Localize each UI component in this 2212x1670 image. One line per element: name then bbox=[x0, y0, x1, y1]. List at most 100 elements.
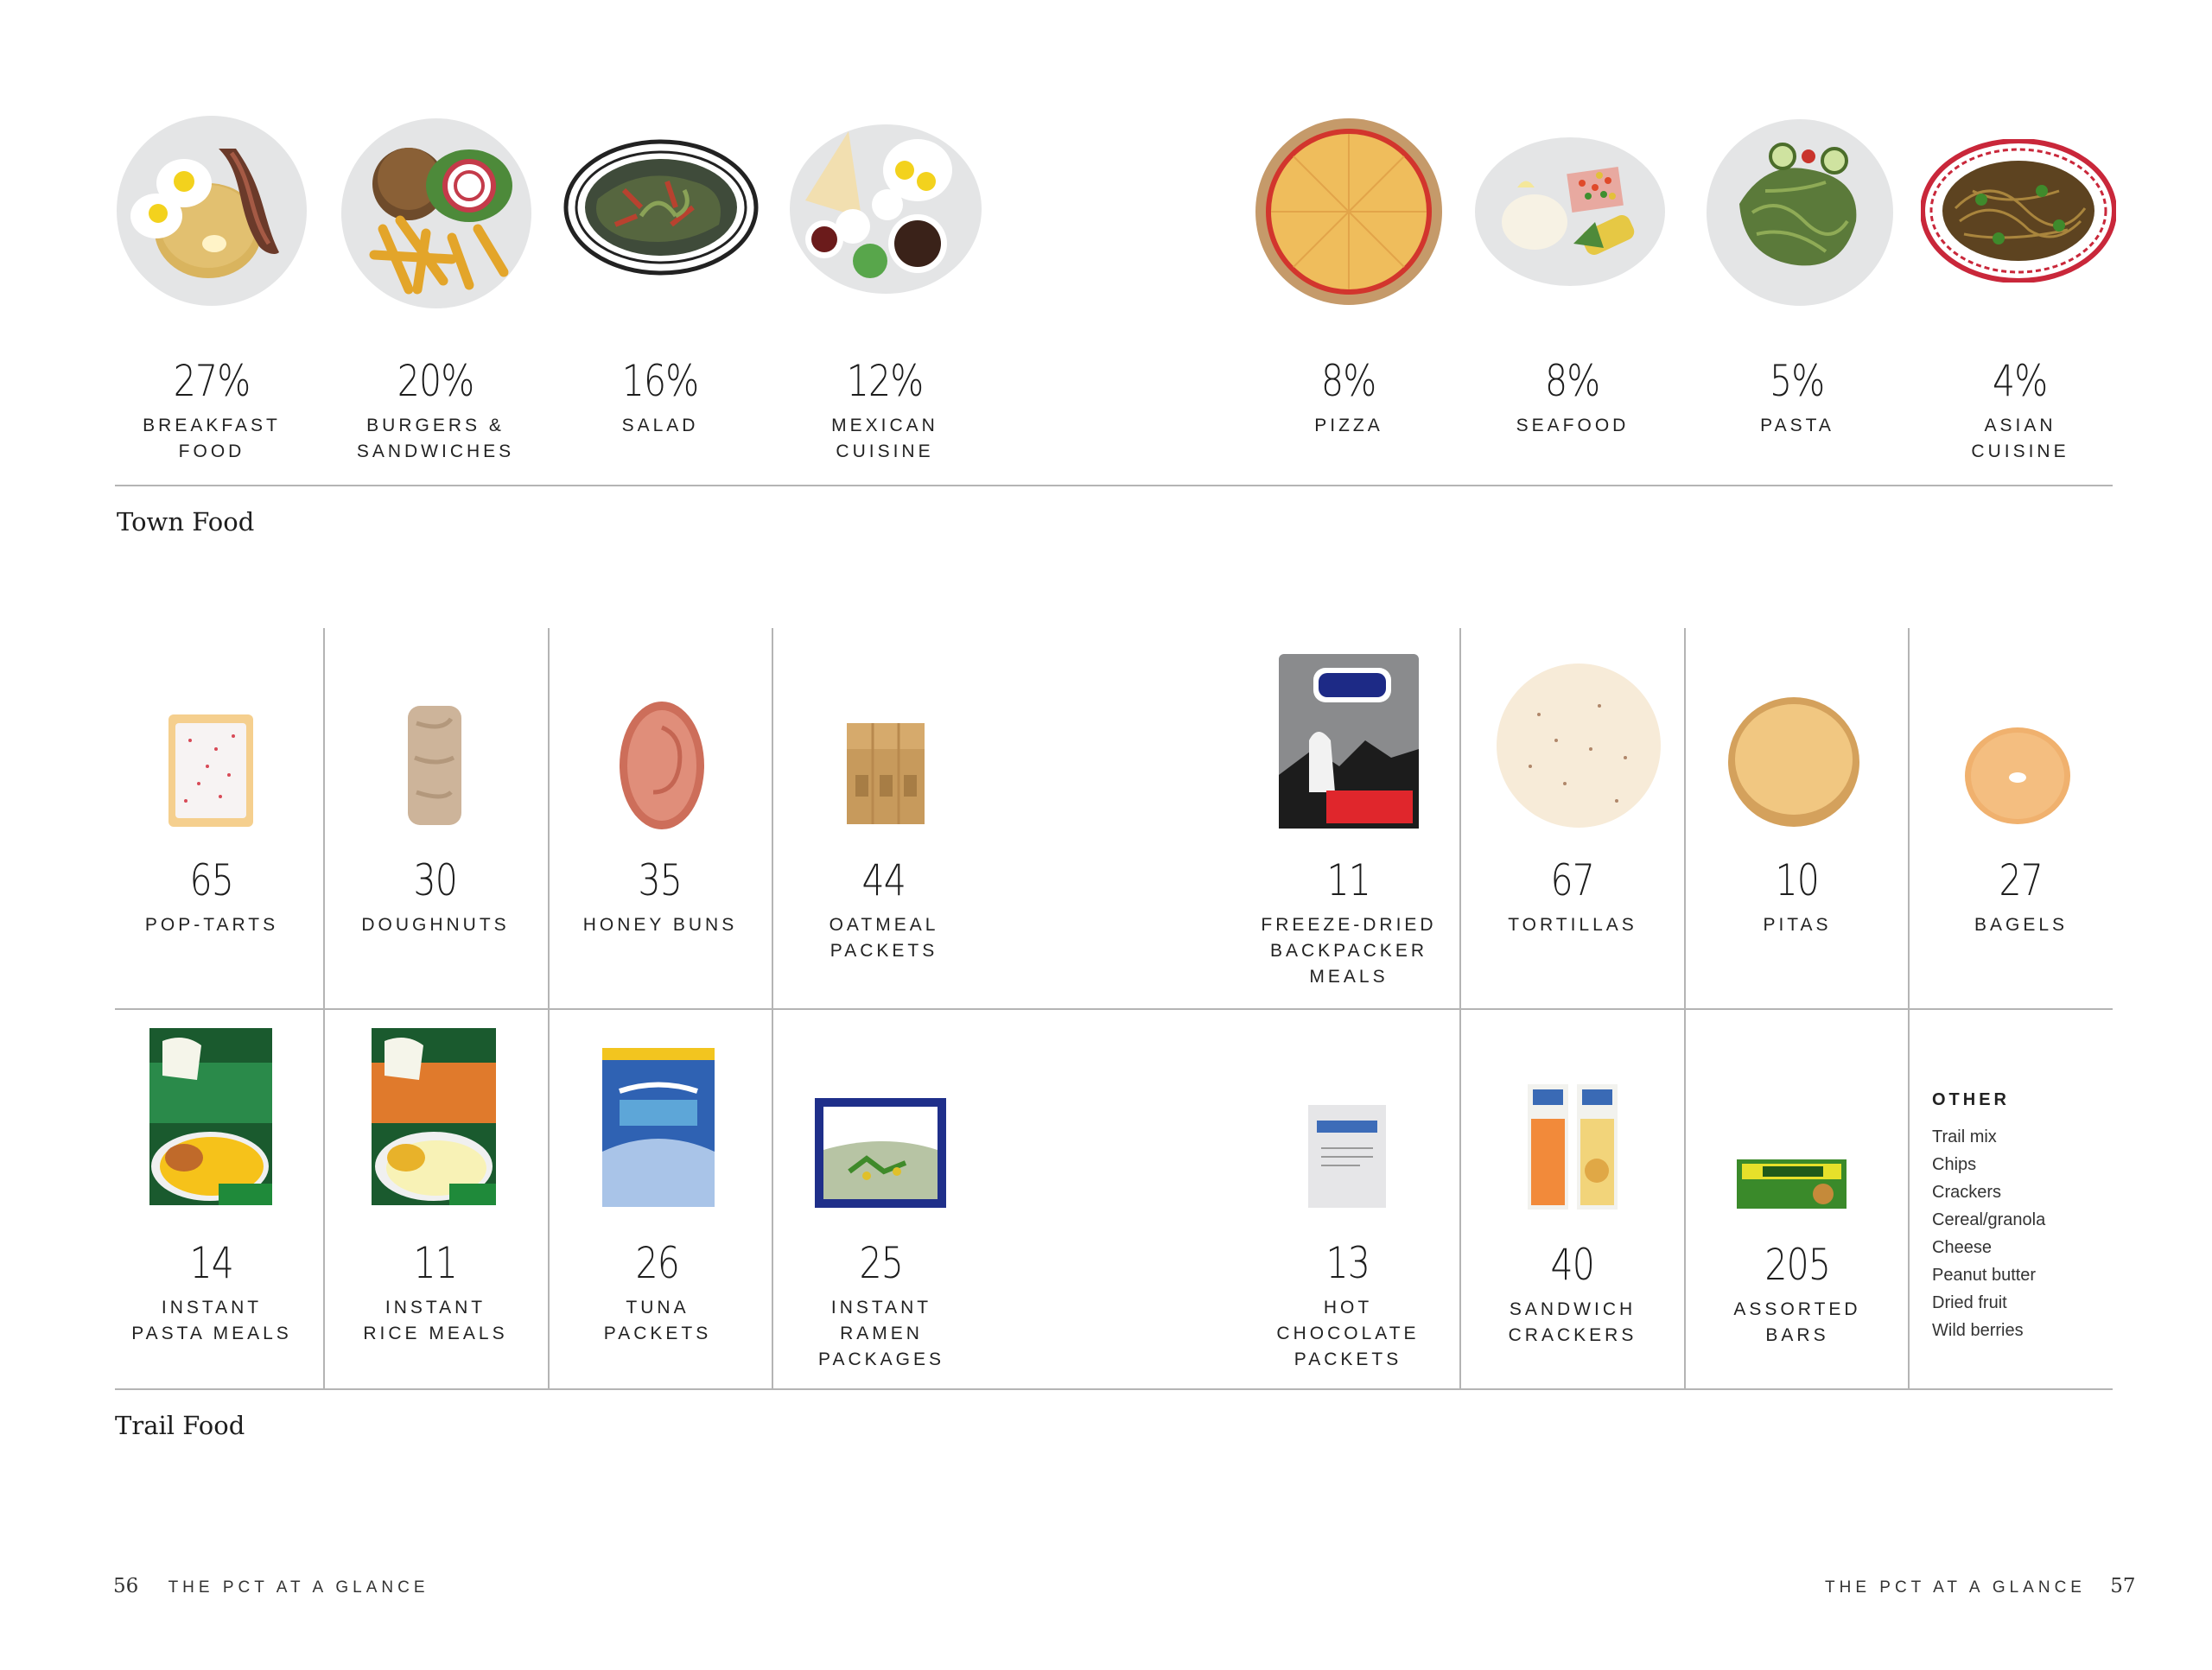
hot-chocolate-packet-icon bbox=[1308, 1105, 1386, 1208]
doughnut-icon bbox=[408, 706, 461, 825]
page-number-right: 57 bbox=[2110, 1575, 2136, 1597]
count-value: 11 bbox=[1326, 855, 1371, 905]
trail-stat-honey-buns: 35 HONEY BUNS bbox=[548, 855, 772, 938]
category-label: BREAKFAST FOOD bbox=[143, 416, 281, 461]
trail-stat-doughnuts: 30 DOUGHNUTS bbox=[323, 855, 548, 938]
trail-stat-sandwich-crackers: 40 SANDWICH CRACKERS bbox=[1460, 1240, 1685, 1349]
ramen-package-icon bbox=[815, 1098, 946, 1208]
category-label: PASTA bbox=[1760, 416, 1834, 435]
bagel-icon bbox=[1965, 727, 2070, 824]
item-label: DOUGHNUTS bbox=[361, 915, 510, 935]
item-label: HOT CHOCOLATE PACKETS bbox=[1276, 1298, 1420, 1369]
tuna-packet-icon bbox=[602, 1048, 715, 1207]
town-food-divider bbox=[115, 485, 2113, 486]
page-number-left: 56 bbox=[113, 1575, 139, 1597]
burger-plate-icon bbox=[341, 118, 531, 308]
item-label: OATMEAL PACKETS bbox=[829, 915, 939, 961]
percent-value: 16% bbox=[621, 356, 699, 406]
other-item: Dried fruit bbox=[1932, 1293, 2007, 1312]
footer-left: 56 THE PCT AT A GLANCE bbox=[113, 1575, 429, 1597]
oatmeal-packet-icon bbox=[847, 723, 925, 824]
count-value: 44 bbox=[861, 855, 906, 905]
town-stat-breakfast: 27% BREAKFAST FOOD bbox=[99, 356, 324, 465]
count-value: 35 bbox=[638, 855, 683, 905]
count-value: 14 bbox=[189, 1238, 234, 1288]
percent-value: 8% bbox=[1545, 356, 1600, 406]
trail-stat-freeze-dried: 11 FREEZE-DRIED BACKPACKER MEALS bbox=[1236, 855, 1461, 990]
town-stat-asian: 4% ASIAN CUISINE bbox=[1908, 356, 2133, 465]
percent-value: 27% bbox=[173, 356, 251, 406]
percent-value: 4% bbox=[1993, 356, 2048, 406]
trail-row-divider bbox=[115, 1008, 2113, 1010]
footer-right: THE PCT AT A GLANCE 57 bbox=[1825, 1575, 2136, 1597]
percent-value: 12% bbox=[846, 356, 924, 406]
town-food-title: Town Food bbox=[117, 507, 255, 537]
item-label: TUNA PACKETS bbox=[603, 1298, 712, 1343]
count-value: 11 bbox=[413, 1238, 458, 1288]
running-title-right: THE PCT AT A GLANCE bbox=[1825, 1578, 2086, 1597]
count-value: 205 bbox=[1764, 1240, 1831, 1290]
trail-stat-bars: 205 ASSORTED BARS bbox=[1685, 1240, 1910, 1349]
trail-stat-pitas: 10 PITAS bbox=[1685, 855, 1910, 938]
item-label: PITAS bbox=[1763, 915, 1832, 935]
percent-value: 8% bbox=[1321, 356, 1376, 406]
category-label: ASIAN CUISINE bbox=[1971, 416, 2069, 461]
town-stat-seafood: 8% SEAFOOD bbox=[1460, 356, 1685, 439]
count-value: 67 bbox=[1550, 855, 1595, 905]
item-label: ASSORTED BARS bbox=[1733, 1299, 1861, 1345]
trail-stat-ramen: 25 INSTANT RAMEN PACKAGES bbox=[769, 1238, 994, 1373]
count-value: 25 bbox=[859, 1238, 904, 1288]
town-stat-mexican: 12% MEXICAN CUISINE bbox=[772, 356, 997, 465]
count-value: 26 bbox=[635, 1238, 680, 1288]
honey-bun-icon bbox=[620, 702, 704, 829]
town-stat-salad: 16% SALAD bbox=[548, 356, 772, 439]
category-label: MEXICAN CUISINE bbox=[831, 416, 938, 461]
item-label: BAGELS bbox=[1974, 915, 2069, 935]
item-label: INSTANT RAMEN PACKAGES bbox=[818, 1298, 944, 1369]
pizza-icon bbox=[1255, 118, 1442, 305]
trail-stat-pasta-meals: 14 INSTANT PASTA MEALS bbox=[99, 1238, 324, 1347]
trail-food-divider bbox=[115, 1388, 2113, 1390]
other-item: Peanut butter bbox=[1932, 1266, 2037, 1285]
assorted-bars-icon bbox=[1737, 1159, 1847, 1209]
running-title-left: THE PCT AT A GLANCE bbox=[168, 1578, 429, 1597]
other-item: Cheese bbox=[1932, 1238, 1992, 1257]
pasta-meal-box-icon bbox=[149, 1028, 272, 1205]
trail-stat-pop-tarts: 65 POP-TARTS bbox=[99, 855, 324, 938]
other-heading: OTHER bbox=[1932, 1090, 2010, 1109]
town-stat-pasta: 5% PASTA bbox=[1685, 356, 1910, 439]
trail-stat-tortillas: 67 TORTILLAS bbox=[1460, 855, 1685, 938]
count-value: 10 bbox=[1775, 855, 1820, 905]
pop-tart-icon bbox=[168, 714, 253, 827]
count-value: 13 bbox=[1325, 1238, 1370, 1288]
item-label: TORTILLAS bbox=[1508, 915, 1637, 935]
trail-stat-tuna: 26 TUNA PACKETS bbox=[545, 1238, 770, 1347]
percent-value: 5% bbox=[1770, 356, 1825, 406]
salad-plate-icon bbox=[563, 139, 759, 276]
trail-stat-hot-chocolate: 13 HOT CHOCOLATE PACKETS bbox=[1236, 1238, 1460, 1373]
item-label: INSTANT PASTA MEALS bbox=[131, 1298, 292, 1343]
count-value: 65 bbox=[189, 855, 234, 905]
item-label: POP-TARTS bbox=[144, 915, 279, 935]
item-label: INSTANT RICE MEALS bbox=[363, 1298, 508, 1343]
count-value: 27 bbox=[1999, 855, 2044, 905]
breakfast-plate-icon bbox=[117, 116, 307, 306]
tortilla-icon bbox=[1497, 664, 1661, 828]
asian-noodles-plate-icon bbox=[1921, 139, 2116, 283]
pita-icon bbox=[1728, 697, 1859, 827]
item-label: HONEY BUNS bbox=[582, 915, 738, 935]
other-item: Crackers bbox=[1932, 1183, 2002, 1202]
item-label: SANDWICH CRACKERS bbox=[1508, 1299, 1637, 1345]
town-stat-burgers: 20% BURGERS & SANDWICHES bbox=[323, 356, 548, 465]
other-item: Chips bbox=[1932, 1155, 1977, 1174]
other-item: Cereal/granola bbox=[1932, 1210, 2046, 1229]
mexican-plate-icon bbox=[790, 124, 982, 294]
trail-stat-oatmeal: 44 OATMEAL PACKETS bbox=[772, 855, 996, 964]
category-label: BURGERS & SANDWICHES bbox=[356, 416, 515, 461]
pasta-plate-icon bbox=[1707, 119, 1893, 306]
other-item: Trail mix bbox=[1932, 1127, 1997, 1146]
category-label: SALAD bbox=[621, 416, 699, 435]
category-label: SEAFOOD bbox=[1516, 416, 1630, 435]
count-value: 40 bbox=[1550, 1240, 1595, 1290]
count-value: 30 bbox=[413, 855, 458, 905]
